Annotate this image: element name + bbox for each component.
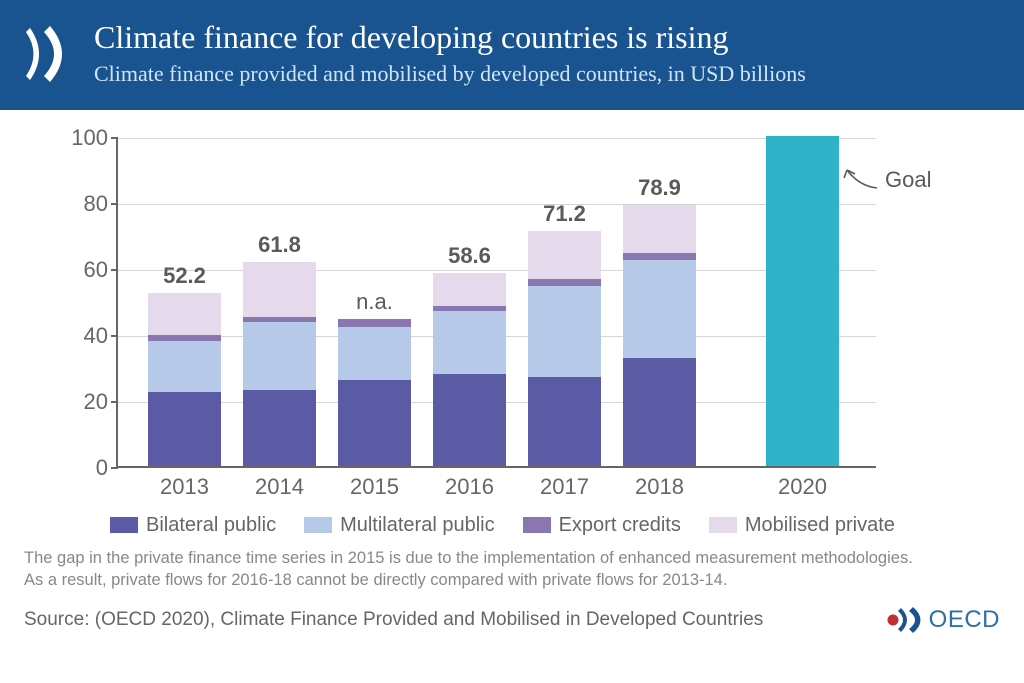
legend-swatch — [709, 517, 737, 533]
bar-segment-mobilised — [148, 293, 221, 335]
bar-segment-mobilised — [528, 231, 601, 279]
legend-swatch — [304, 517, 332, 533]
ytick-label: 40 — [84, 323, 108, 349]
ytick-mark — [111, 269, 118, 271]
bar-segment-export — [338, 319, 411, 327]
goal-bar — [766, 136, 839, 466]
bar-segment-multilateral — [433, 311, 506, 373]
bar-segment-bilateral — [148, 392, 221, 466]
legend-label: Bilateral public — [146, 514, 276, 537]
subtitle: Climate finance provided and mobilised b… — [94, 60, 1000, 88]
bar-group: n.a. — [338, 319, 411, 466]
legend-swatch — [523, 517, 551, 533]
gridline — [118, 204, 876, 205]
bar-segment-mobilised — [623, 205, 696, 253]
ytick-mark — [111, 203, 118, 205]
ytick-label: 80 — [84, 191, 108, 217]
xtick-label: 2020 — [778, 474, 827, 500]
bar-segment-multilateral — [338, 327, 411, 380]
footnote: The gap in the private finance time seri… — [0, 537, 1024, 592]
xtick-label: 2013 — [160, 474, 209, 500]
legend-label: Export credits — [559, 514, 681, 537]
xtick-label: 2016 — [445, 474, 494, 500]
bar-segment-bilateral — [623, 358, 696, 466]
bar-segment-bilateral — [338, 380, 411, 465]
goal-bar-segment — [766, 136, 839, 466]
bar-group: 78.9 — [623, 205, 696, 466]
bar-segment-export — [623, 253, 696, 260]
bar-total-label: 61.8 — [258, 232, 301, 258]
chart-legend: Bilateral public Multilateral public Expor… — [0, 508, 1024, 537]
ytick-label: 0 — [96, 455, 108, 481]
bar-group: 71.2 — [528, 231, 601, 466]
xtick-label: 2018 — [635, 474, 684, 500]
bar-segment-mobilised — [243, 262, 316, 317]
plot-area: 02040608010052.2201361.82014n.a.201558.6… — [116, 138, 876, 468]
oecd-footer-logo: OECD — [887, 605, 1000, 635]
bar-group: 61.8 — [243, 262, 316, 466]
bar-total-label: 52.2 — [163, 263, 206, 289]
ytick-mark — [111, 401, 118, 403]
oecd-chevron-icon — [24, 24, 76, 84]
oecd-logo-icon — [887, 605, 927, 635]
legend-item: Mobilised private — [709, 514, 895, 537]
bar-total-label: 58.6 — [448, 243, 491, 269]
ytick-label: 60 — [84, 257, 108, 283]
bar-total-label: 71.2 — [543, 201, 586, 227]
goal-label: Goal — [885, 167, 931, 193]
ytick-mark — [111, 467, 118, 469]
xtick-label: 2017 — [540, 474, 589, 500]
arrow-icon — [841, 166, 881, 194]
chart-area: 0 20 40 60 80 100 52.2 2013 61.8 2014 n.a. 2015 58.6… — [0, 110, 1024, 508]
bar-segment-bilateral — [243, 390, 316, 466]
goal-annotation: Goal — [841, 166, 931, 194]
ytick-label: 100 — [71, 125, 108, 151]
header-text: Climate finance for developing countries… — [94, 18, 1000, 88]
bar-segment-multilateral — [623, 260, 696, 358]
footnote-line: As a result, private flows for 2016-18 c… — [24, 569, 1000, 591]
legend-item: Multilateral public — [304, 514, 495, 537]
bar-segment-bilateral — [433, 374, 506, 466]
bar-group: 52.2 — [148, 293, 221, 466]
bar-segment-multilateral — [243, 322, 316, 389]
stacked-bar-chart: 0 20 40 60 80 100 52.2 2013 61.8 2014 n.a. 2015 58.6… — [66, 128, 946, 508]
legend-item: Bilateral public — [110, 514, 276, 537]
footnote-line: The gap in the private finance time seri… — [24, 547, 1000, 569]
gridline — [118, 138, 876, 139]
gridline — [118, 270, 876, 271]
oecd-logo-text: OECD — [929, 606, 1000, 634]
header-bar: Climate finance for developing countries… — [0, 0, 1024, 110]
xtick-label: 2014 — [255, 474, 304, 500]
legend-item: Export credits — [523, 514, 681, 537]
legend-label: Mobilised private — [745, 514, 895, 537]
bar-segment-multilateral — [148, 341, 221, 392]
bar-total-label: n.a. — [356, 289, 393, 315]
source-text: Source: (OECD 2020), Climate Finance Pro… — [24, 609, 763, 631]
legend-label: Multilateral public — [340, 514, 495, 537]
main-title: Climate finance for developing countries… — [94, 18, 1000, 56]
bar-segment-bilateral — [528, 377, 601, 466]
ytick-mark — [111, 335, 118, 337]
ytick-label: 20 — [84, 389, 108, 415]
bar-segment-multilateral — [528, 286, 601, 377]
legend-swatch — [110, 517, 138, 533]
bar-segment-export — [528, 279, 601, 286]
ytick-mark — [111, 137, 118, 139]
bar-total-label: 78.9 — [638, 175, 681, 201]
bar-group: 58.6 — [433, 273, 506, 466]
xtick-label: 2015 — [350, 474, 399, 500]
bar-segment-mobilised — [433, 273, 506, 306]
source-row: Source: (OECD 2020), Climate Finance Pro… — [0, 591, 1024, 635]
